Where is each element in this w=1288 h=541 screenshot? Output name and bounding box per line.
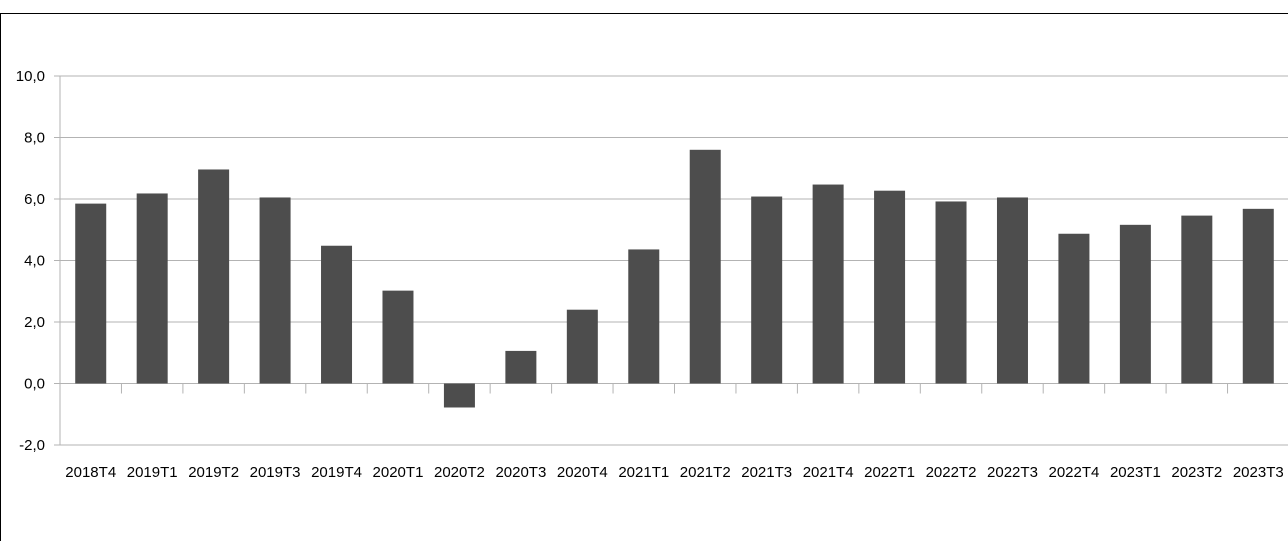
- bar-2021T2: [689, 149, 721, 384]
- bar-2021T4: [812, 184, 844, 384]
- x-tick-label-2021T2: 2021T2: [680, 464, 731, 481]
- bar-2019T1: [136, 193, 168, 384]
- x-tick-label-2022T1: 2022T1: [864, 464, 915, 481]
- x-tick-label-2021T3: 2021T3: [741, 464, 792, 481]
- y-tick-label-3: 4,0: [24, 253, 45, 270]
- y-tick-label-5: 8,0: [24, 130, 45, 147]
- bar-2019T4: [321, 245, 353, 384]
- x-tick-label-2020T1: 2020T1: [373, 464, 424, 481]
- bar-2019T3: [259, 197, 291, 384]
- bar-2021T3: [751, 196, 783, 384]
- bar-2023T3: [1242, 208, 1274, 384]
- x-tick-label-2020T2: 2020T2: [434, 464, 485, 481]
- x-tick-label-2019T3: 2019T3: [250, 464, 301, 481]
- x-tick-label-2022T4: 2022T4: [1048, 464, 1099, 481]
- x-tick-label-2019T1: 2019T1: [127, 464, 178, 481]
- bar-2019T2: [198, 169, 230, 384]
- x-tick-label-2021T4: 2021T4: [803, 464, 854, 481]
- y-tick-label-1: 0,0: [24, 376, 45, 393]
- bar-2022T3: [996, 197, 1028, 384]
- bar-2020T1: [382, 290, 414, 384]
- x-tick-label-2023T2: 2023T2: [1171, 464, 1222, 481]
- bar-2022T1: [874, 190, 906, 384]
- x-tick-label-2022T2: 2022T2: [926, 464, 977, 481]
- x-tick-label-2023T3: 2023T3: [1233, 464, 1284, 481]
- bar-2023T2: [1181, 215, 1213, 384]
- x-tick-label-2019T2: 2019T2: [188, 464, 239, 481]
- bar-2020T4: [566, 309, 598, 384]
- bar-2023T1: [1119, 224, 1151, 384]
- y-tick-label-6: 10,0: [16, 68, 45, 85]
- bar-2020T3: [505, 350, 537, 384]
- x-tick-label-2021T1: 2021T1: [618, 464, 669, 481]
- x-tick-label-2018T4: 2018T4: [65, 464, 116, 481]
- x-tick-label-2022T3: 2022T3: [987, 464, 1038, 481]
- bar-2018T4: [75, 203, 107, 384]
- x-tick-label-2023T1: 2023T1: [1110, 464, 1161, 481]
- bar-2022T4: [1058, 233, 1090, 384]
- y-tick-label-2: 2,0: [24, 314, 45, 331]
- chart-frame: [0, 13, 1288, 541]
- bar-2020T2: [443, 383, 475, 408]
- x-tick-label-2020T3: 2020T3: [495, 464, 546, 481]
- y-tick-label-4: 6,0: [24, 191, 45, 208]
- bar-2021T1: [628, 249, 660, 384]
- y-tick-label-0: -2,0: [19, 437, 45, 454]
- bar-2022T2: [935, 201, 967, 384]
- x-tick-label-2019T4: 2019T4: [311, 464, 362, 481]
- x-tick-label-2020T4: 2020T4: [557, 464, 608, 481]
